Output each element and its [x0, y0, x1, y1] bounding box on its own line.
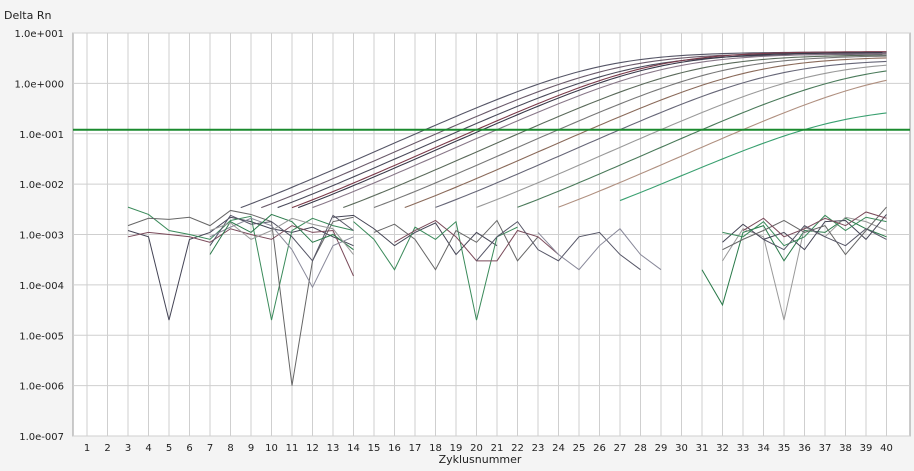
noise-traces — [127, 206, 887, 386]
noise-trace — [476, 220, 641, 271]
y-tick-label: 1.0e+000 — [14, 79, 64, 90]
x-tick-label: 1 — [84, 443, 90, 454]
y-tick-labels: 1.0e+001 1.0e+000 1.0e-001 1.0e-002 1.0e-003… — [14, 29, 64, 443]
y-tick-label: 1.0e-003 — [19, 231, 64, 242]
x-tick-label: 38 — [839, 443, 852, 454]
x-tick-label: 23 — [532, 443, 545, 454]
x-tick-label: 19 — [450, 443, 463, 454]
x-tick-label: 37 — [819, 443, 832, 454]
noise-trace — [722, 206, 887, 256]
x-tick-label: 34 — [757, 443, 770, 454]
y-tick-label: 1.0e-002 — [19, 180, 64, 191]
grid — [73, 32, 910, 437]
x-tick-label: 5 — [166, 443, 172, 454]
noise-trace — [332, 214, 498, 256]
x-tick-label: 25 — [573, 443, 586, 454]
x-tick-label: 24 — [552, 443, 565, 454]
x-tick-label: 30 — [675, 443, 688, 454]
x-tick-label: 2 — [104, 443, 110, 454]
x-tick-label: 16 — [388, 443, 401, 454]
noise-trace — [127, 206, 354, 321]
x-tick-label: 3 — [125, 443, 131, 454]
amplification-curve — [619, 112, 887, 202]
x-tick-label: 10 — [265, 443, 278, 454]
y-tick-label: 1.0e-006 — [19, 382, 64, 393]
amplification-curve — [297, 52, 883, 209]
x-tick-label: 4 — [145, 443, 151, 454]
noise-trace — [763, 224, 887, 251]
y-tick-label: 1.0e-005 — [19, 331, 64, 342]
x-tick-label: 31 — [696, 443, 709, 454]
noise-trace — [353, 220, 518, 321]
noise-trace — [722, 214, 887, 251]
x-tick-label: 29 — [655, 443, 668, 454]
noise-trace — [373, 219, 539, 271]
noise-trace — [209, 213, 354, 255]
y-tick-label: 1.0e-001 — [19, 130, 64, 141]
x-tick-label: 15 — [368, 443, 381, 454]
noise-trace — [209, 217, 354, 255]
y-tick-label: 1.0e-004 — [19, 281, 64, 292]
noise-trace — [209, 214, 354, 262]
x-tick-label: 39 — [860, 443, 873, 454]
x-tick-label: 28 — [634, 443, 647, 454]
x-tick-label: 26 — [593, 443, 606, 454]
y-tick-label: 1.0e+001 — [14, 29, 64, 40]
x-tick-label: 11 — [286, 443, 299, 454]
x-tick-label: 40 — [880, 443, 893, 454]
x-tick-label: 17 — [409, 443, 422, 454]
x-axis-label: Zyklusnummer — [439, 453, 522, 466]
x-tick-label: 33 — [737, 443, 750, 454]
amplification-curve — [435, 60, 887, 208]
x-tick-label: 8 — [227, 443, 233, 454]
amplification-curve — [312, 53, 887, 209]
x-tick-label: 9 — [248, 443, 254, 454]
x-tick-label: 21 — [491, 443, 504, 454]
noise-trace — [722, 214, 887, 247]
x-tick-label: 20 — [470, 443, 483, 454]
noise-trace — [742, 211, 887, 238]
amplification-curve — [476, 64, 887, 208]
x-tick-label: 12 — [306, 443, 319, 454]
x-tick-label: 35 — [778, 443, 791, 454]
x-tick-labels: 1 2 3 4 5 6 7 8 9 10 11 12 13 14 15 16 17 18 19 20 21 22 23 24 2… — [84, 443, 893, 454]
x-tick-label: 32 — [716, 443, 729, 454]
x-tick-label: 22 — [511, 443, 524, 454]
amplification-curve — [343, 54, 887, 209]
amplification-curve — [558, 79, 887, 208]
amplification-curve — [291, 51, 887, 209]
x-tick-label: 18 — [429, 443, 442, 454]
y-tick-label: 1.0e-007 — [19, 432, 64, 443]
x-tick-label: 7 — [207, 443, 213, 454]
x-tick-label: 36 — [798, 443, 811, 454]
amplification-curve — [404, 57, 887, 209]
x-tick-label: 27 — [614, 443, 627, 454]
x-tick-label: 6 — [186, 443, 192, 454]
x-tick-label: 14 — [347, 443, 360, 454]
noise-trace — [537, 228, 662, 271]
y-axis-label: Delta Rn — [4, 9, 51, 22]
x-tick-label: 13 — [327, 443, 340, 454]
amplification-curve — [373, 55, 887, 209]
